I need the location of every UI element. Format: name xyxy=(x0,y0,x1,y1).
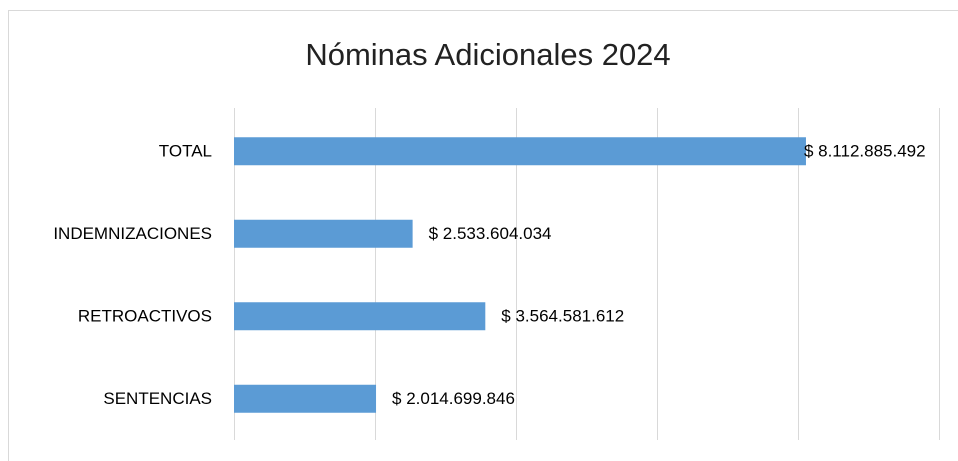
y-tick-label: RETROACTIVOS xyxy=(78,307,212,326)
value-label: $ 3.564.581.612 xyxy=(501,307,624,326)
y-tick-label: INDEMNIZACIONES xyxy=(53,224,212,243)
bar xyxy=(234,137,806,166)
chart-title: Nóminas Adicionales 2024 xyxy=(305,37,670,72)
value-label: $ 2.014.699.846 xyxy=(392,389,515,408)
value-label: $ 8.112.885.492 xyxy=(804,142,926,161)
y-tick-label: TOTAL xyxy=(159,142,212,161)
chart-border xyxy=(8,10,958,461)
value-label: $ 2.533.604.034 xyxy=(429,224,552,243)
y-tick-label: SENTENCIAS xyxy=(103,389,212,408)
bar xyxy=(234,302,486,331)
bar xyxy=(234,384,377,413)
bar xyxy=(234,219,413,248)
